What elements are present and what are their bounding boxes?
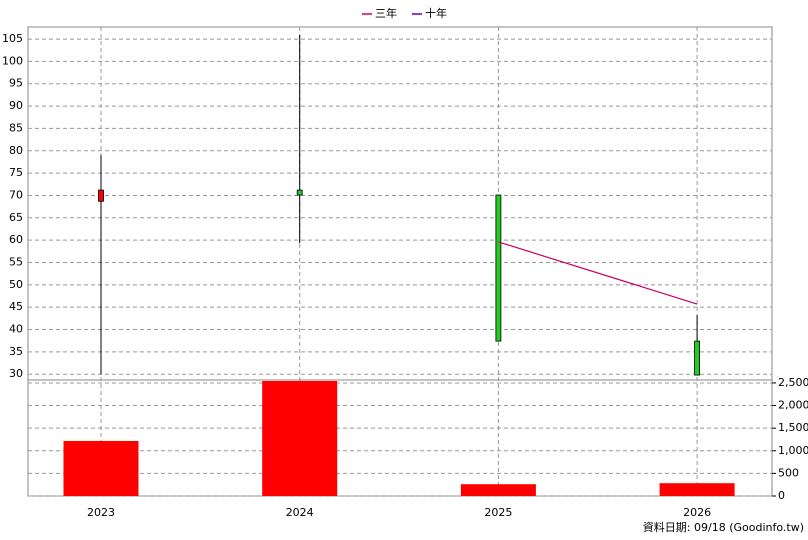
y-tick-label: 105 [2,32,23,45]
y-tick-label: 60 [9,233,23,246]
volume-bar [63,440,139,496]
y-tick-label: 35 [9,345,23,358]
source-note: 資料日期: 09/18 (Goodinfo.tw) [643,520,804,534]
x-tick-label: 2023 [87,506,115,519]
candle-body [495,194,502,342]
legend-label: 三年 [375,6,397,20]
y2-tick-label: 500 [778,466,799,479]
y-tick-label: 90 [9,99,23,112]
y-tick-label: 40 [9,323,23,336]
x-tick-label: 2024 [286,506,314,519]
y-tick-label: 45 [9,300,23,313]
y-tick-label: 55 [9,255,23,268]
y-tick-label: 95 [9,77,23,90]
y-tick-label: 70 [9,188,23,201]
candle-body [98,189,104,202]
x-tick-label: 2025 [484,506,512,519]
candle-body [296,189,303,196]
y-tick-label: 30 [9,367,23,380]
y-tick-label: 65 [9,211,23,224]
volume-bar [262,380,338,496]
y2-tick-label: 1,500 [778,421,808,434]
volume-bar [460,484,536,496]
y2-tick-label: 0 [778,489,785,502]
line-series [498,241,698,305]
candle-body [694,340,700,376]
legend-label: 十年 [425,6,447,20]
plot-area [27,26,773,497]
y-tick-label: 50 [9,278,23,291]
y2-tick-label: 2,000 [778,399,808,412]
y-tick-label: 75 [9,166,23,179]
y-tick-label: 80 [9,144,23,157]
y-tick-label: 100 [2,54,23,67]
y-tick-label: 85 [9,121,23,134]
x-tick-label: 2026 [683,506,711,519]
volume-bar [659,483,735,496]
y2-tick-label: 1,000 [778,444,808,457]
y2-tick-label: 2,500 [778,376,808,389]
